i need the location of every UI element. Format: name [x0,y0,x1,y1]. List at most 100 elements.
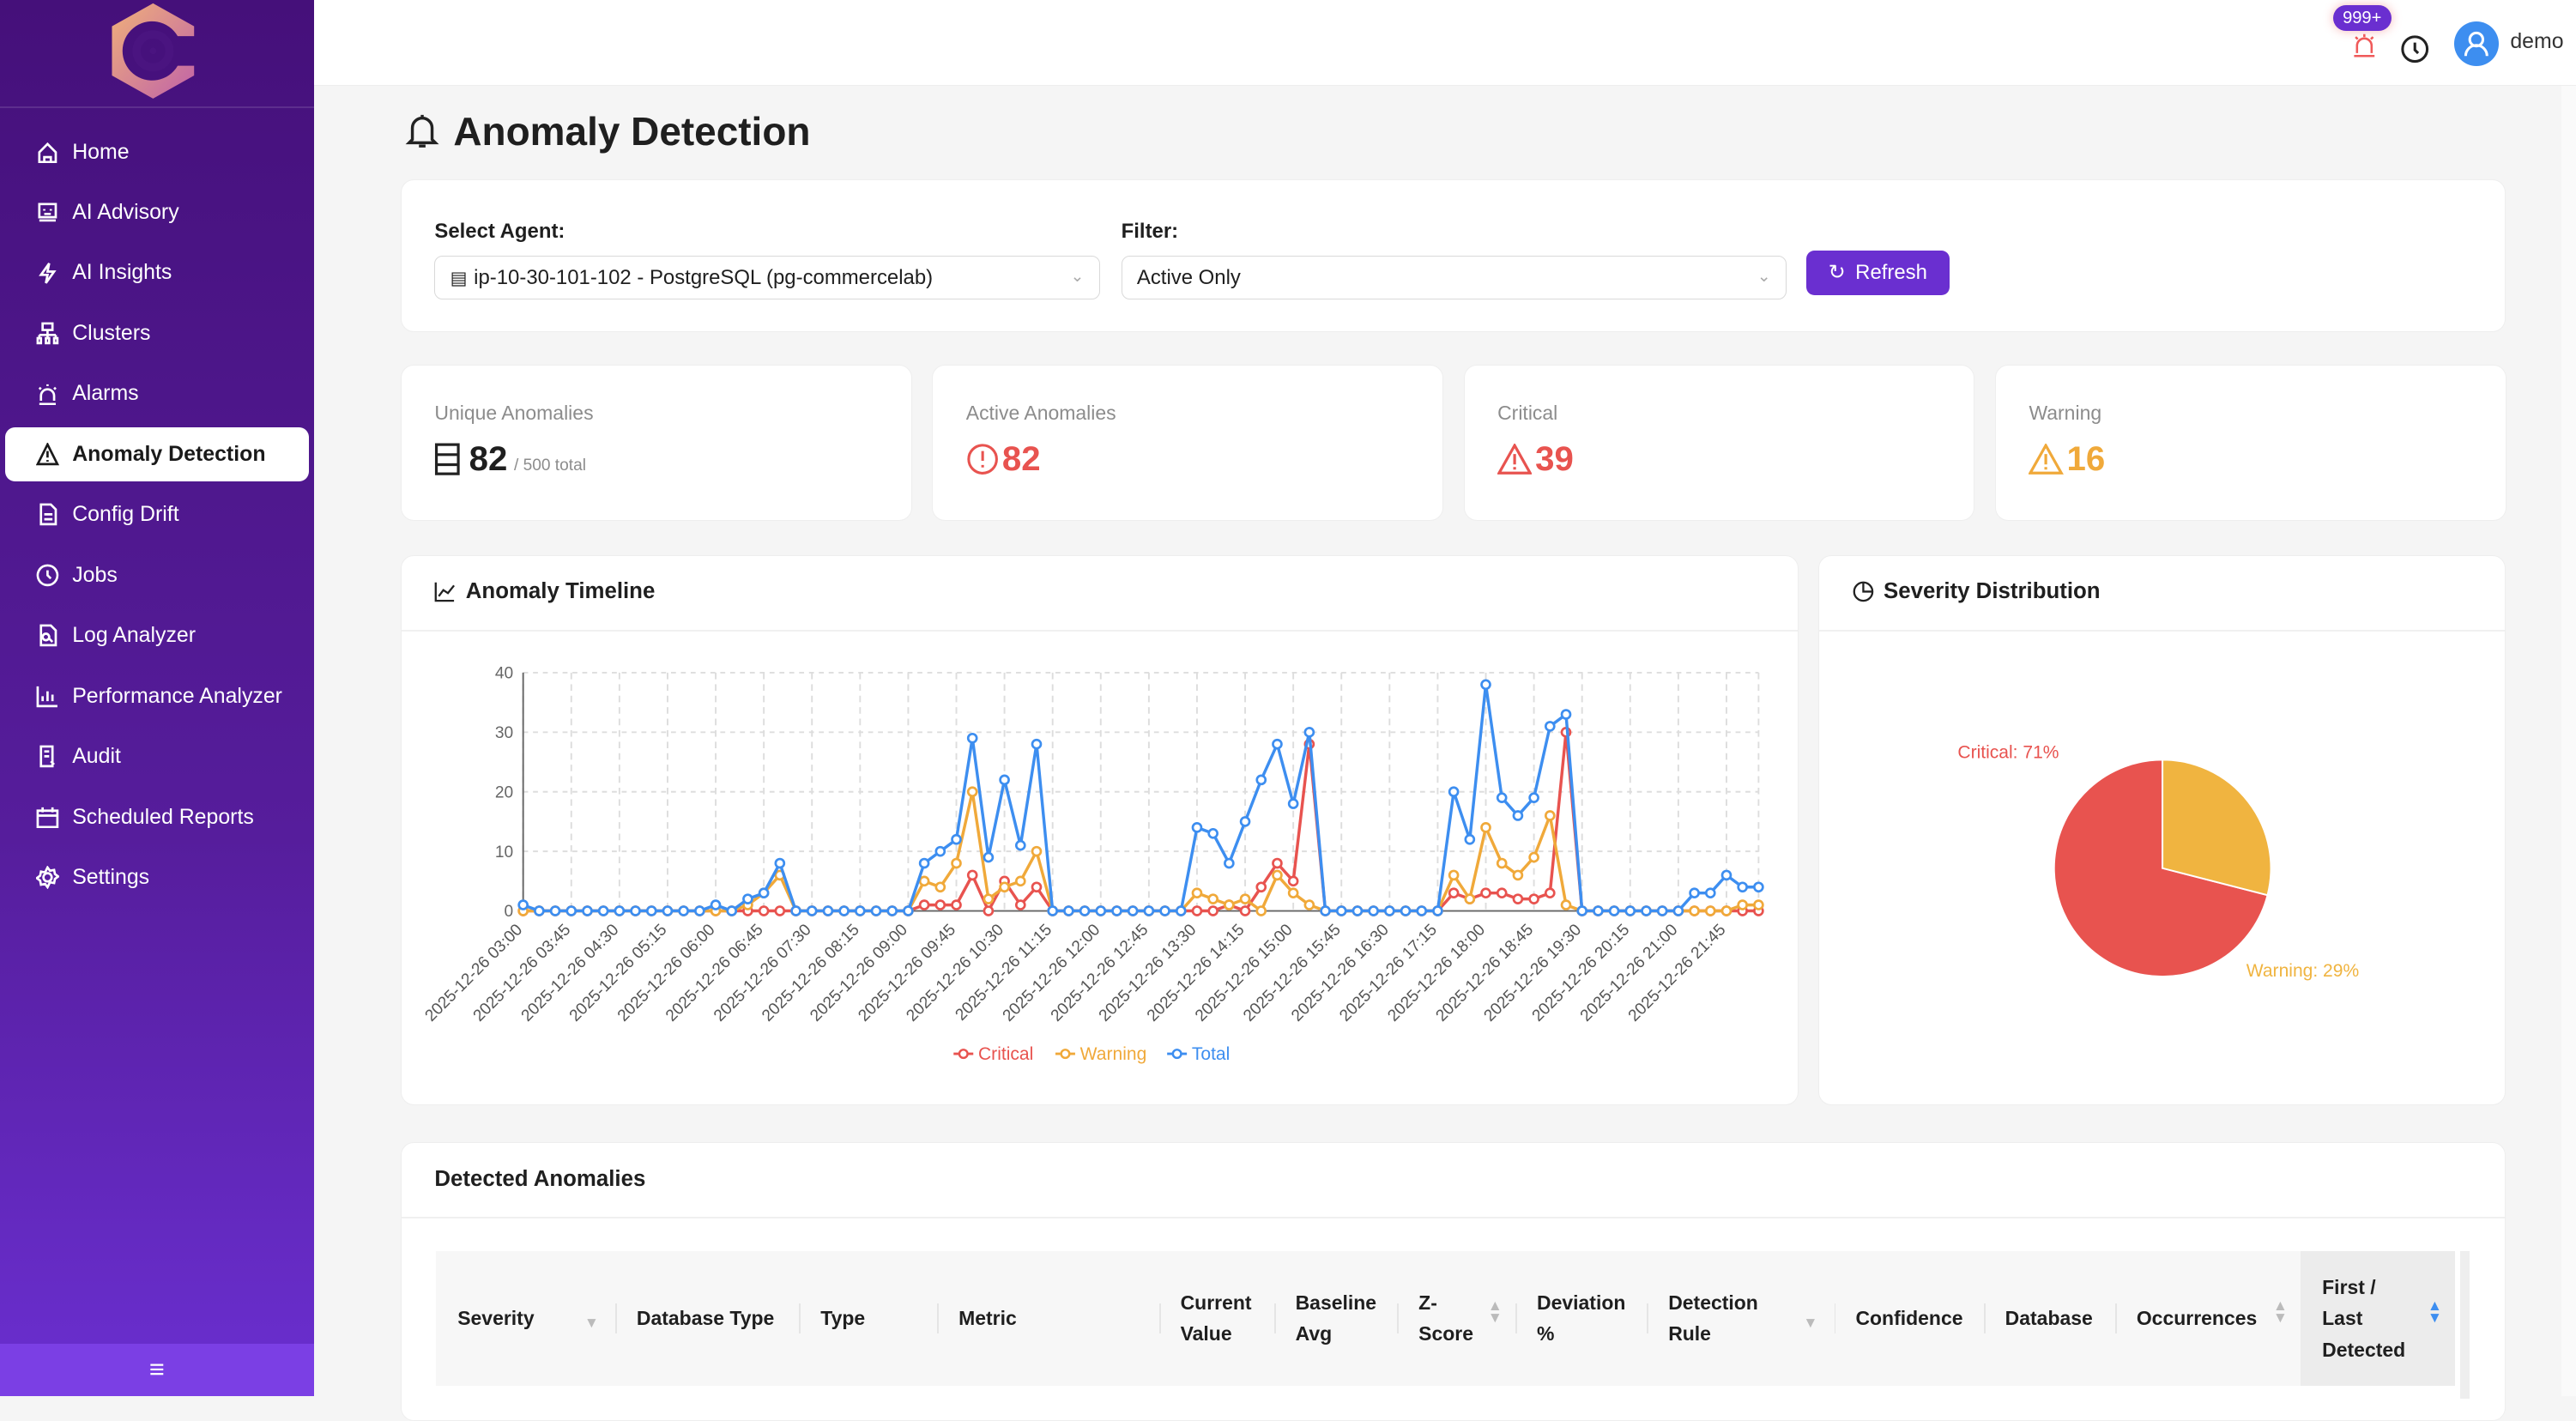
filter-card: Select Agent: ▤ ip-10-30-101-102 - Postg… [401,178,2506,332]
data-point-total [1159,905,1171,916]
sidebar-item-audit[interactable]: Audit [5,729,309,783]
data-point-total [838,905,850,916]
data-point-total [1448,786,1460,798]
data-point-warning [1480,822,1491,833]
column-header-type[interactable]: Type [799,1251,937,1386]
data-point-total [1143,905,1155,916]
data-point-warning [951,857,962,869]
data-point-total [1176,905,1187,916]
sidebar-item-home[interactable]: Home [5,125,309,179]
data-point-warning [1545,810,1556,821]
notification-badge: 999+ [2332,4,2392,32]
data-point-critical [1512,893,1524,905]
pie-slice-warning[interactable] [2162,759,2272,897]
data-point-total [1641,905,1652,916]
column-separator [1834,1303,1836,1333]
sidebar-item-alarms[interactable]: Alarms [5,366,309,420]
divider [1819,630,2505,632]
filter-icon[interactable]: ▼ [584,1313,599,1331]
severity-title: Severity Distribution [1853,579,2101,604]
column-label: Database [2005,1307,2093,1330]
user-name[interactable]: demo [2510,29,2564,54]
sort-icon[interactable]: ▲ ▼ [2272,1297,2288,1326]
sidebar-item-config-drift[interactable]: Config Drift [5,487,309,541]
column-separator [1158,1303,1161,1333]
history-icon[interactable] [2400,34,2429,63]
divider [402,1216,2505,1218]
data-point-total [1753,881,1764,893]
column-header-detection-rule[interactable]: Detection Rule ▼ [1647,1251,1834,1386]
agent-select-value: ip-10-30-101-102 - PostgreSQL (pg-commer… [474,265,934,289]
data-point-total [903,905,914,916]
sidebar-item-ai-insights[interactable]: AI Insights [5,245,309,299]
column-header-z-score[interactable]: Z-Score ▲ ▼ [1397,1251,1515,1386]
top-bar: 999+ demo [313,0,2576,86]
data-point-total [1689,887,1701,899]
y-tick-label: 10 [495,844,513,862]
data-point-total [726,905,738,916]
alarm-icon [38,384,57,405]
stat-number: 82 [1001,439,1041,479]
collapse-sidebar-button[interactable]: ≡ [0,1344,314,1397]
data-point-total [1416,905,1428,916]
data-point-total [1272,738,1283,750]
data-point-critical [967,869,978,881]
filter-label: Filter: [1121,219,1179,243]
column-label: Occurrences [2136,1307,2258,1330]
sidebar-item-scheduled-reports[interactable]: Scheduled Reports [5,789,309,844]
sidebar-item-jobs[interactable]: Jobs [5,548,309,602]
data-point-warning [1560,899,1572,911]
sidebar-item-log-analyzer[interactable]: Log Analyzer [5,608,309,662]
filter-icon[interactable]: ▼ [1803,1313,1818,1331]
sidebar-item-clusters[interactable]: Clusters [5,306,309,360]
column-header-severity[interactable]: Severity ▼ [436,1251,615,1386]
alarm-icon [2354,33,2374,57]
data-point-warning [1239,893,1251,905]
data-point-total [1672,905,1684,916]
data-point-total [710,899,722,911]
refresh-button[interactable]: ↻ Refresh [1806,250,1950,295]
data-point-total [822,905,834,916]
column-header-database-type[interactable]: Database Type [615,1251,799,1386]
column-header-metric[interactable]: Metric [937,1251,1158,1386]
column-header-first-last-detected[interactable]: First / Last Detected ▲ ▼ [2301,1250,2456,1386]
data-point-total [646,905,657,916]
stat-label: Active Anomalies [965,402,1116,425]
user-avatar[interactable] [2454,21,2499,66]
column-header-deviation-[interactable]: Deviation % [1515,1251,1647,1386]
column-separator [1515,1303,1518,1333]
column-header-confidence[interactable]: Confidence [1835,1251,1984,1386]
column-label: Type [820,1307,866,1330]
sidebar-item-performance-analyzer[interactable]: Performance Analyzer [5,669,309,723]
sidebar-item-ai-advisory[interactable]: AI Advisory [5,185,309,239]
data-point-warning [1224,899,1235,911]
data-point-warning [1191,887,1203,899]
anomalies-table-card: Detected Anomalies Severity ▼ Database Typ… [401,1141,2506,1421]
sort-icon[interactable]: ▲ ▼ [2427,1297,2442,1326]
data-point-total [1400,905,1412,916]
table-scrollbar[interactable] [2459,1250,2470,1400]
agent-select[interactable]: ▤ ip-10-30-101-102 - PostgreSQL (pg-comm… [434,255,1100,300]
series-line-critical [523,732,1759,915]
data-point-total [807,905,818,916]
data-point-warning [1255,905,1267,916]
filter-select-value: Active Only [1136,265,1241,289]
column-header-baseline-avg[interactable]: Baseline Avg [1274,1251,1398,1386]
column-label: Z-Score [1418,1291,1474,1345]
column-header-occurrences[interactable]: Occurrences ▲ ▼ [2115,1251,2301,1386]
notification-button[interactable]: 999+ [2332,4,2392,62]
sidebar-item-anomaly-detection[interactable]: Anomaly Detection [4,426,309,481]
column-header-database[interactable]: Database [1984,1251,2115,1386]
sidebar-item-settings[interactable]: Settings [5,850,309,904]
data-point-total [967,733,978,744]
column-label: Metric [958,1307,1017,1330]
filter-select[interactable]: Active Only ⌄ [1121,255,1787,300]
pie-slice-critical[interactable] [2053,759,2270,978]
data-point-total [934,845,946,857]
sort-icon[interactable]: ▲ ▼ [1487,1297,1503,1326]
column-header-current-value[interactable]: Current Value [1159,1251,1274,1386]
page-scrollbar[interactable] [2561,85,2576,1397]
data-point-total [1368,905,1380,916]
sidebar-item-label: Jobs [72,562,118,587]
data-point-total [1351,905,1364,916]
